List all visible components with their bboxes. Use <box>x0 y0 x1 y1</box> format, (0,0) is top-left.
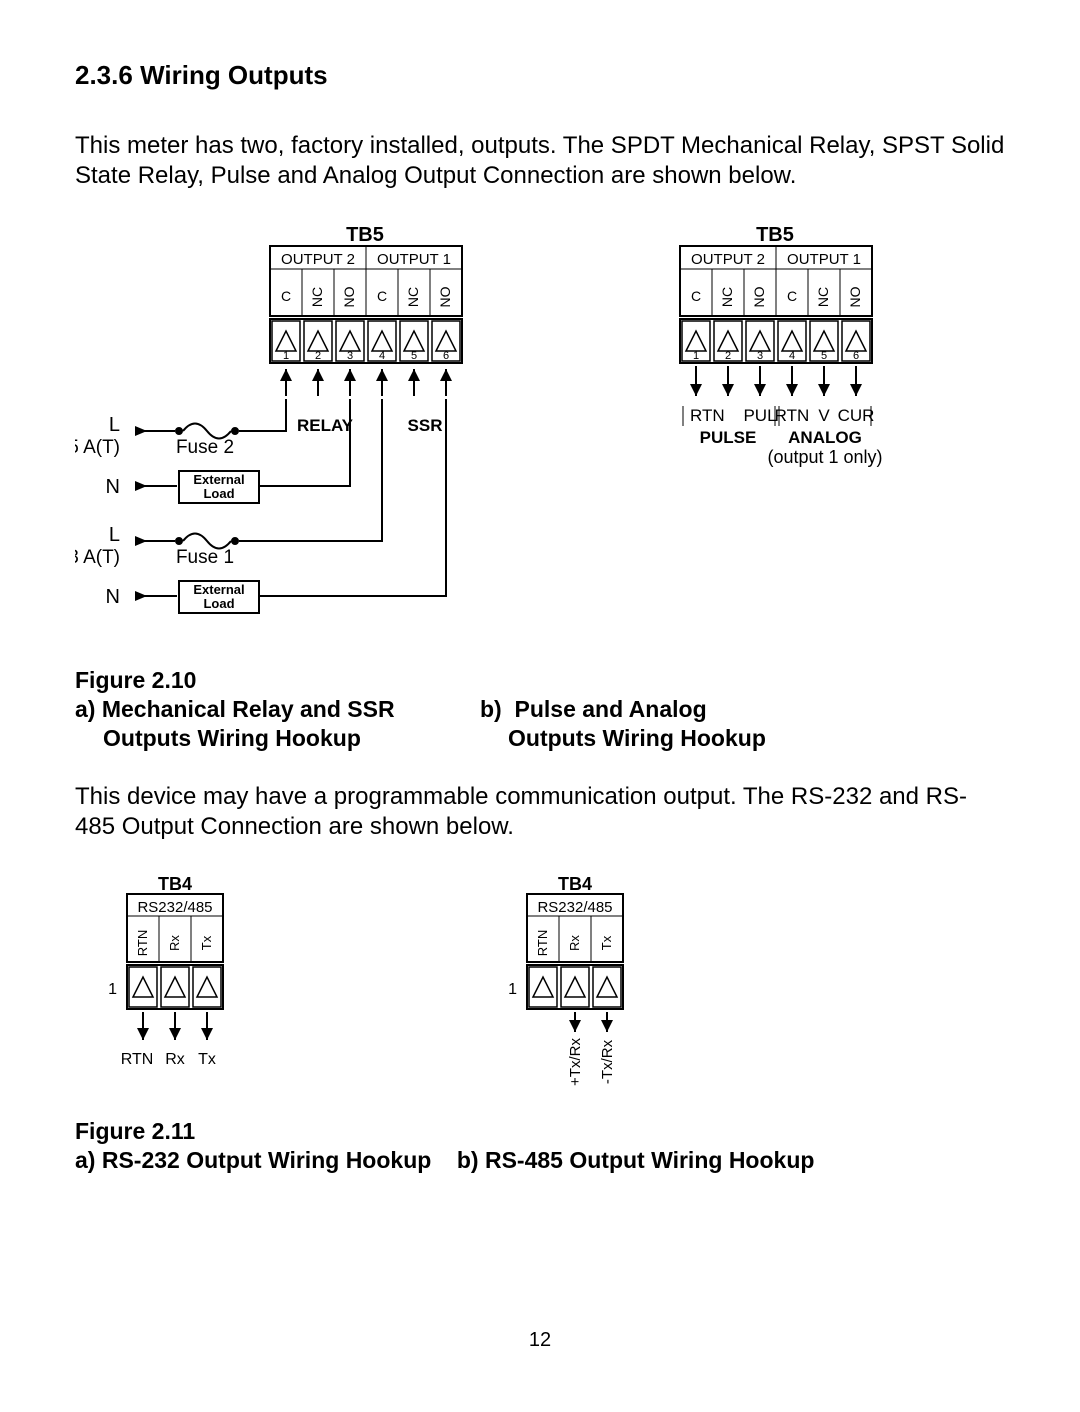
figure-2-11b: TB4 RS232/485 RTN Rx Tx 1 +Tx/Rx -Tx/Rx <box>475 872 675 1097</box>
svg-text:4: 4 <box>379 350 385 362</box>
figure-2-10b: TB5 OUTPUT 2 OUTPUT 1 C NC NO C NC NO <box>565 221 1005 486</box>
tb5-label: TB5 <box>346 224 384 246</box>
svg-text:5: 5 <box>821 350 827 362</box>
svg-text:3 A(T): 3 A(T) <box>75 547 120 568</box>
svg-text:+Tx/Rx: +Tx/Rx <box>567 1038 584 1086</box>
svg-text:Fuse 2: Fuse 2 <box>176 437 234 458</box>
svg-text:-Tx/Rx: -Tx/Rx <box>599 1040 616 1085</box>
svg-text:TB5: TB5 <box>756 224 794 246</box>
svg-text:C: C <box>691 288 701 304</box>
svg-text:TB4: TB4 <box>558 874 592 894</box>
svg-text:NO: NO <box>437 286 453 307</box>
wiring-diagram-a: TB5 OUTPUT 2 OUTPUT 1 C NC NO C NC NO <box>75 221 495 641</box>
svg-text:ANALOG: ANALOG <box>788 428 862 447</box>
svg-text:NO: NO <box>341 286 357 307</box>
svg-text:External: External <box>193 472 244 487</box>
fig211-a: RS-232 Output Wiring Hookup <box>102 1147 431 1173</box>
svg-text:Tx: Tx <box>599 936 614 951</box>
svg-text:Fuse 1: Fuse 1 <box>176 547 234 568</box>
rs232-diagram: TB4 RS232/485 RTN Rx Tx 1 RTN Rx <box>75 872 275 1092</box>
svg-text:RTN: RTN <box>775 406 810 425</box>
rs485-diagram: TB4 RS232/485 RTN Rx Tx 1 +Tx/Rx -Tx/Rx <box>475 872 675 1092</box>
svg-text:3: 3 <box>757 350 763 362</box>
svg-text:PUL: PUL <box>743 406 776 425</box>
svg-text:Load: Load <box>203 596 234 611</box>
wiring-diagram-b: TB5 OUTPUT 2 OUTPUT 1 C NC NO C NC NO <box>565 221 985 481</box>
svg-text:N: N <box>106 586 120 608</box>
svg-text:External: External <box>193 582 244 597</box>
svg-text:NC: NC <box>815 287 831 307</box>
svg-text:RTN: RTN <box>690 406 725 425</box>
svg-text:TB4: TB4 <box>158 874 192 894</box>
svg-text:CUR: CUR <box>838 406 875 425</box>
svg-text:1: 1 <box>108 981 117 998</box>
svg-text:0.5 A(T): 0.5 A(T) <box>75 437 120 458</box>
figure-2-11-number: Figure 2.11 <box>75 1118 195 1144</box>
figure-2-11a: TB4 RS232/485 RTN Rx Tx 1 RTN Rx <box>75 872 275 1097</box>
svg-text:OUTPUT 1: OUTPUT 1 <box>787 251 861 268</box>
svg-text:6: 6 <box>853 350 859 362</box>
svg-text:5: 5 <box>411 350 417 362</box>
svg-text:NC: NC <box>719 287 735 307</box>
svg-text:(output 1 only): (output 1 only) <box>767 447 882 467</box>
figure-2-11-row: TB4 RS232/485 RTN Rx Tx 1 RTN Rx <box>75 872 1005 1097</box>
fig-a-subtitle: Outputs Wiring Hookup <box>103 724 480 753</box>
svg-text:OUTPUT 1: OUTPUT 1 <box>377 251 451 268</box>
svg-text:NO: NO <box>847 286 863 307</box>
figure-2-10a: TB5 OUTPUT 2 OUTPUT 1 C NC NO C NC NO <box>75 221 515 646</box>
svg-text:2: 2 <box>315 350 321 362</box>
svg-text:1: 1 <box>693 350 699 362</box>
svg-text:3: 3 <box>347 350 353 362</box>
svg-text:OUTPUT 2: OUTPUT 2 <box>691 251 765 268</box>
page-number: 12 <box>0 1329 1080 1352</box>
svg-text:PULSE: PULSE <box>700 428 757 447</box>
svg-text:Rx: Rx <box>167 935 182 951</box>
svg-text:2: 2 <box>725 350 731 362</box>
intro-paragraph-2: This device may have a programmable comm… <box>75 782 1005 842</box>
svg-text:RTN: RTN <box>121 1051 154 1068</box>
figure-2-10-caption: Figure 2.10 a) Mechanical Relay and SSR … <box>75 666 1005 752</box>
svg-text:NO: NO <box>751 286 767 307</box>
section-title-text: Wiring Outputs <box>140 60 328 90</box>
section-heading: 2.3.6 Wiring Outputs <box>75 60 1005 91</box>
svg-text:4: 4 <box>789 350 795 362</box>
svg-text:NC: NC <box>309 287 325 307</box>
svg-text:RS232/485: RS232/485 <box>137 899 212 916</box>
svg-text:RELAY: RELAY <box>297 416 354 435</box>
svg-text:Rx: Rx <box>567 935 582 951</box>
svg-text:NC: NC <box>405 287 421 307</box>
svg-text:6: 6 <box>443 350 449 362</box>
figure-2-11-caption: Figure 2.11 a) RS-232 Output Wiring Hook… <box>75 1117 1005 1175</box>
svg-text:C: C <box>281 288 291 304</box>
svg-text:SSR: SSR <box>408 416 443 435</box>
svg-text:RS232/485: RS232/485 <box>537 899 612 916</box>
svg-text:L: L <box>109 524 120 546</box>
intro-paragraph-1: This meter has two, factory installed, o… <box>75 131 1005 191</box>
figure-2-10-row: TB5 OUTPUT 2 OUTPUT 1 C NC NO C NC NO <box>75 221 1005 646</box>
fig-a-title: Mechanical Relay and SSR <box>102 696 395 722</box>
figure-number: Figure 2.10 <box>75 667 196 693</box>
svg-text:Tx: Tx <box>198 1051 216 1068</box>
svg-text:1: 1 <box>283 350 289 362</box>
svg-text:Tx: Tx <box>199 936 214 951</box>
section-number: 2.3.6 <box>75 60 133 90</box>
svg-text:Load: Load <box>203 486 234 501</box>
fig211-b: RS-485 Output Wiring Hookup <box>485 1147 814 1173</box>
svg-text:N: N <box>106 476 120 498</box>
fig-b-title: Pulse and Analog <box>515 696 707 722</box>
svg-text:C: C <box>787 288 797 304</box>
svg-text:Rx: Rx <box>165 1051 185 1068</box>
svg-text:RTN: RTN <box>535 930 550 956</box>
svg-text:OUTPUT 2: OUTPUT 2 <box>281 251 355 268</box>
svg-text:C: C <box>377 288 387 304</box>
svg-text:1: 1 <box>508 981 517 998</box>
svg-text:L: L <box>109 414 120 436</box>
svg-text:RTN: RTN <box>135 930 150 956</box>
fig-b-subtitle: Outputs Wiring Hookup <box>508 724 1005 753</box>
svg-text:V: V <box>818 406 830 425</box>
